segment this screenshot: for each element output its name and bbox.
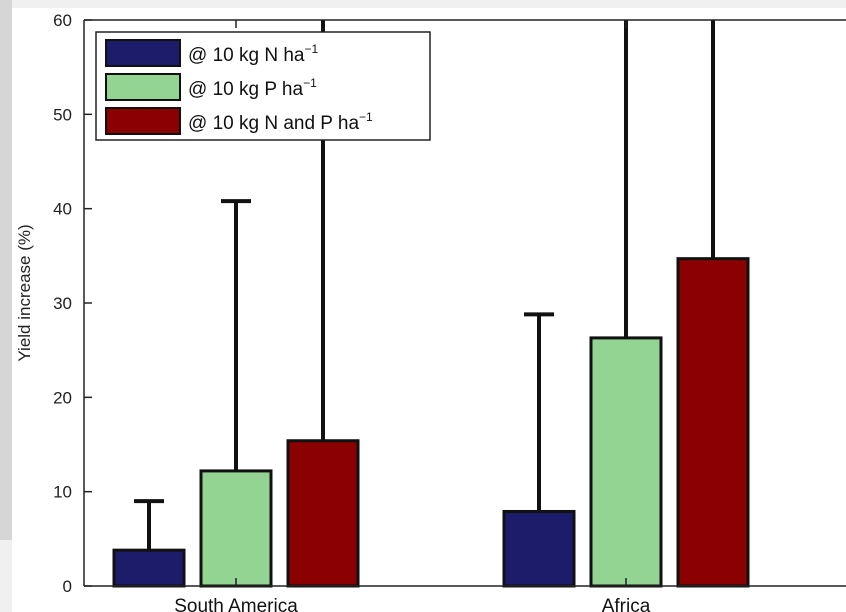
y-tick-label: 10: [53, 483, 72, 502]
bars-layer: [112, 257, 750, 588]
y-tick-label: 40: [53, 200, 72, 219]
error-bars-layer: [134, 20, 715, 551]
bar-3-south-america: [286, 439, 360, 588]
legend: @ 10 kg N ha−1 @ 10 kg P ha−1 @ 10 kg N an…: [95, 31, 431, 141]
legend-swatch-1: [105, 39, 181, 67]
legend-label-3: @ 10 kg N and P ha−1: [188, 110, 373, 134]
y-axis-title: Yield increase (%): [15, 224, 34, 361]
y-tick-label: 60: [53, 11, 72, 30]
y-tick-label: 0: [63, 577, 72, 596]
bar-2-south-america: [199, 469, 273, 588]
y-tick-label: 20: [53, 388, 72, 407]
y-tick-label: 30: [53, 294, 72, 313]
x-tick-label: Africa: [602, 596, 651, 612]
legend-label-2: @ 10 kg P ha−1: [188, 76, 317, 100]
legend-swatch-3: [105, 107, 181, 135]
axes-layer: 0 10 20 30 40 50 60 South America Africa Yield in…: [15, 11, 846, 612]
legend-label-1: @ 10 kg N ha−1: [188, 42, 318, 66]
y-tick-label: 50: [53, 105, 72, 124]
x-tick-label: South America: [174, 596, 298, 612]
bar-2-africa: [589, 336, 663, 588]
left-shade: [0, 0, 12, 540]
bar-3-africa: [676, 257, 750, 588]
bar-1-south-america: [112, 548, 186, 588]
legend-swatch-2: [105, 73, 181, 101]
bar-1-africa: [502, 509, 576, 588]
